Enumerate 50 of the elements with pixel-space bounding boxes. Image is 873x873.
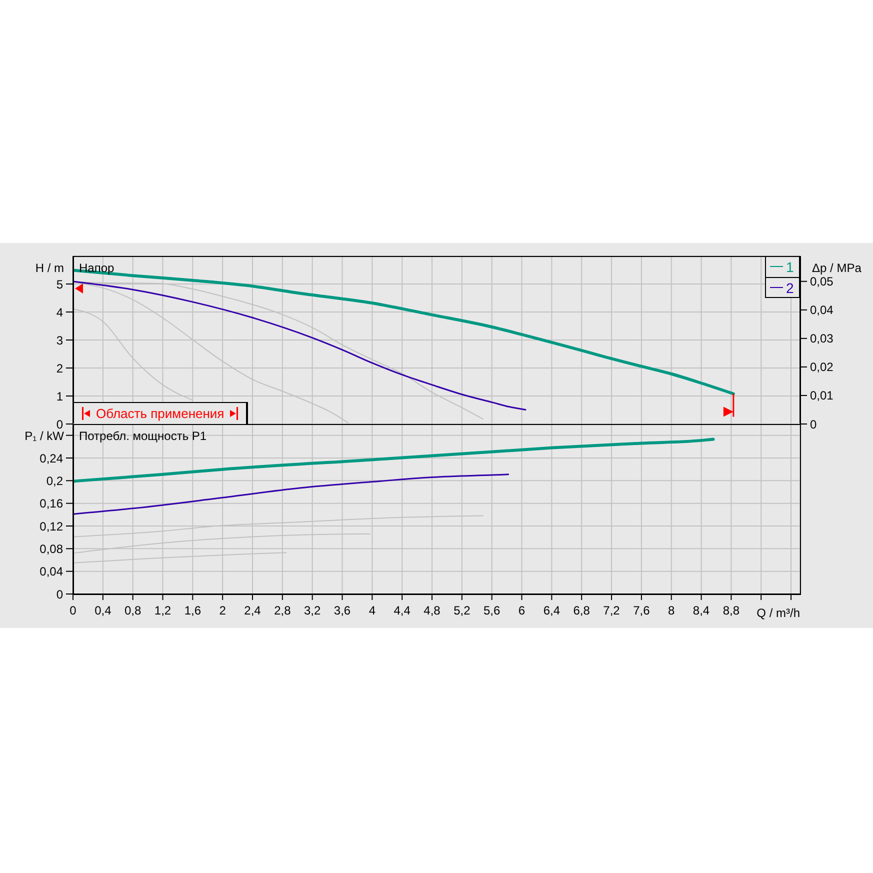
x-tick-label: 0 (70, 604, 77, 618)
text: Потребл. мощность P1 (79, 429, 207, 443)
x-tick-label: 2 (219, 604, 226, 618)
legend-label: 2 (786, 280, 794, 296)
x-tick-label: 4,4 (394, 604, 411, 618)
y2-tick-label: 0,04 (810, 303, 834, 318)
x-tick-label: 5,6 (484, 604, 501, 618)
y-axis-title: H / m (35, 261, 64, 275)
y2-tick-label: 0,01 (810, 388, 834, 403)
x-tick-label: 7,6 (633, 604, 650, 618)
x-axis-title: Q / m³/h (756, 606, 800, 620)
y-tick-label: 2 (56, 361, 64, 376)
x-tick-label: 5,2 (454, 604, 471, 618)
x-tick-label: 8,8 (722, 604, 740, 618)
y-tick-label: 0 (56, 417, 64, 432)
x-tick-label: 0,8 (124, 604, 142, 618)
x-tick-label: 6 (518, 604, 526, 618)
x-tick-label: 3,2 (304, 604, 322, 618)
y-tick-label: 0,2 (46, 474, 64, 488)
x-tick-label: 6,8 (573, 604, 590, 618)
y2-tick-label: 0,05 (810, 274, 834, 289)
x-tick-label: 8 (668, 604, 676, 618)
x-tick-label: 1,2 (154, 604, 172, 618)
y-tick-label: 4 (56, 305, 64, 320)
x-tick-label: 7,2 (603, 604, 620, 618)
y-tick-label: 0,08 (40, 542, 64, 556)
y-tick-label: 3 (56, 333, 64, 348)
y-tick-label: 0 (56, 587, 64, 602)
y-tick-label: 0,04 (40, 564, 64, 579)
x-tick-label: 0,4 (94, 604, 112, 618)
y-axis-title: P₁ / kW (24, 429, 64, 443)
y-tick-label: 5 (56, 277, 64, 292)
y2-tick-label: 0 (810, 417, 817, 432)
x-tick-label: 1,6 (184, 604, 202, 618)
x-tick-label: 4,8 (424, 604, 441, 618)
legend-label: 1 (786, 258, 794, 274)
y-tick-label: 1 (56, 389, 64, 404)
y2-axis-title: Δp / MPa (812, 261, 862, 275)
y-tick-label: 0,24 (40, 451, 64, 466)
x-tick-label: 3,6 (334, 604, 351, 618)
y-tick-label: 0,16 (40, 496, 64, 511)
y2-tick-label: 0,02 (810, 360, 834, 374)
x-tick-label: 4 (368, 604, 376, 618)
y2-tick-label: 0,03 (810, 332, 834, 346)
x-tick-label: 6,4 (543, 604, 560, 618)
x-tick-label: 2,4 (244, 604, 262, 618)
x-tick-label: 2,8 (274, 604, 292, 618)
y-tick-label: 0,12 (40, 519, 64, 534)
x-tick-label: 8,4 (692, 604, 710, 618)
annotation: Область применения (96, 406, 224, 420)
